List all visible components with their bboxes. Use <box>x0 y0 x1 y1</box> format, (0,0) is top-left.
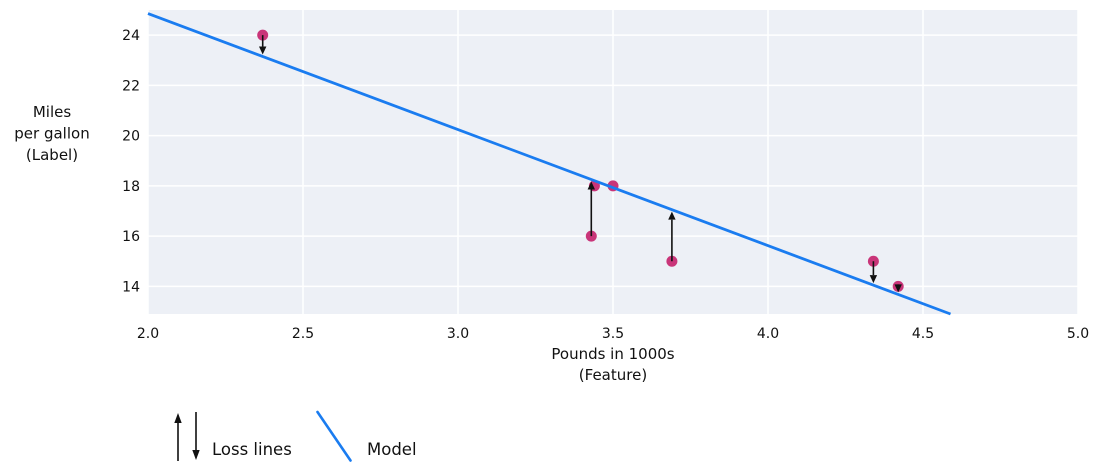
y-axis-label-line1: Miles <box>33 103 72 121</box>
y-axis-label: Miles per gallon (Label) <box>14 103 89 164</box>
legend-model-label: Model <box>367 440 417 459</box>
x-tick-label: 4.0 <box>757 326 779 342</box>
loss-arrow-down <box>894 284 902 293</box>
x-axis-label-line1: Pounds in 1000s <box>551 345 674 363</box>
x-tick-label: 2.5 <box>292 326 314 342</box>
loss-arrow-down <box>259 35 267 55</box>
x-tick-label: 2.0 <box>137 326 159 342</box>
y-tick-label: 16 <box>122 229 140 245</box>
x-tick-label: 4.5 <box>912 326 934 342</box>
y-axis-label-line3: (Label) <box>26 146 78 164</box>
y-axis-label-line2: per gallon <box>14 125 89 143</box>
x-tick-labels: 2.0 2.5 3.0 3.5 4.0 4.5 5.0 <box>137 326 1089 342</box>
y-tick-label: 24 <box>122 28 140 44</box>
loss-arrow-up <box>587 181 595 237</box>
x-tick-label: 5.0 <box>1067 326 1089 342</box>
loss-arrow-head <box>668 211 676 220</box>
loss-arrow-down <box>869 261 878 284</box>
model-regression-line <box>147 12 952 316</box>
y-tick-label: 14 <box>122 279 140 295</box>
loss-arrow-head <box>259 46 267 55</box>
x-tick-label: 3.0 <box>447 326 469 342</box>
model-line <box>147 12 952 316</box>
loss-arrow-up <box>668 211 676 262</box>
legend-model: Model <box>316 410 417 462</box>
model-line-icon <box>316 410 352 462</box>
legend: Loss lines Model <box>174 410 417 462</box>
y-tick-labels: 14 16 18 20 22 24 <box>122 28 140 295</box>
loss-arrow-head <box>869 275 878 284</box>
x-tick-label: 3.5 <box>602 326 624 342</box>
down-arrow-icon <box>192 412 200 460</box>
y-tick-label: 22 <box>122 78 140 94</box>
legend-loss-label: Loss lines <box>212 440 292 459</box>
y-tick-label: 20 <box>122 129 140 145</box>
y-tick-label: 18 <box>122 179 140 195</box>
loss-arrows <box>259 35 902 293</box>
x-axis-label: Pounds in 1000s (Feature) <box>551 345 674 384</box>
loss-arrow-head <box>587 181 595 190</box>
legend-loss-lines: Loss lines <box>174 412 292 461</box>
up-arrow-icon <box>174 413 182 461</box>
loss-arrow-head <box>894 284 902 293</box>
x-axis-label-line2: (Feature) <box>579 366 647 384</box>
